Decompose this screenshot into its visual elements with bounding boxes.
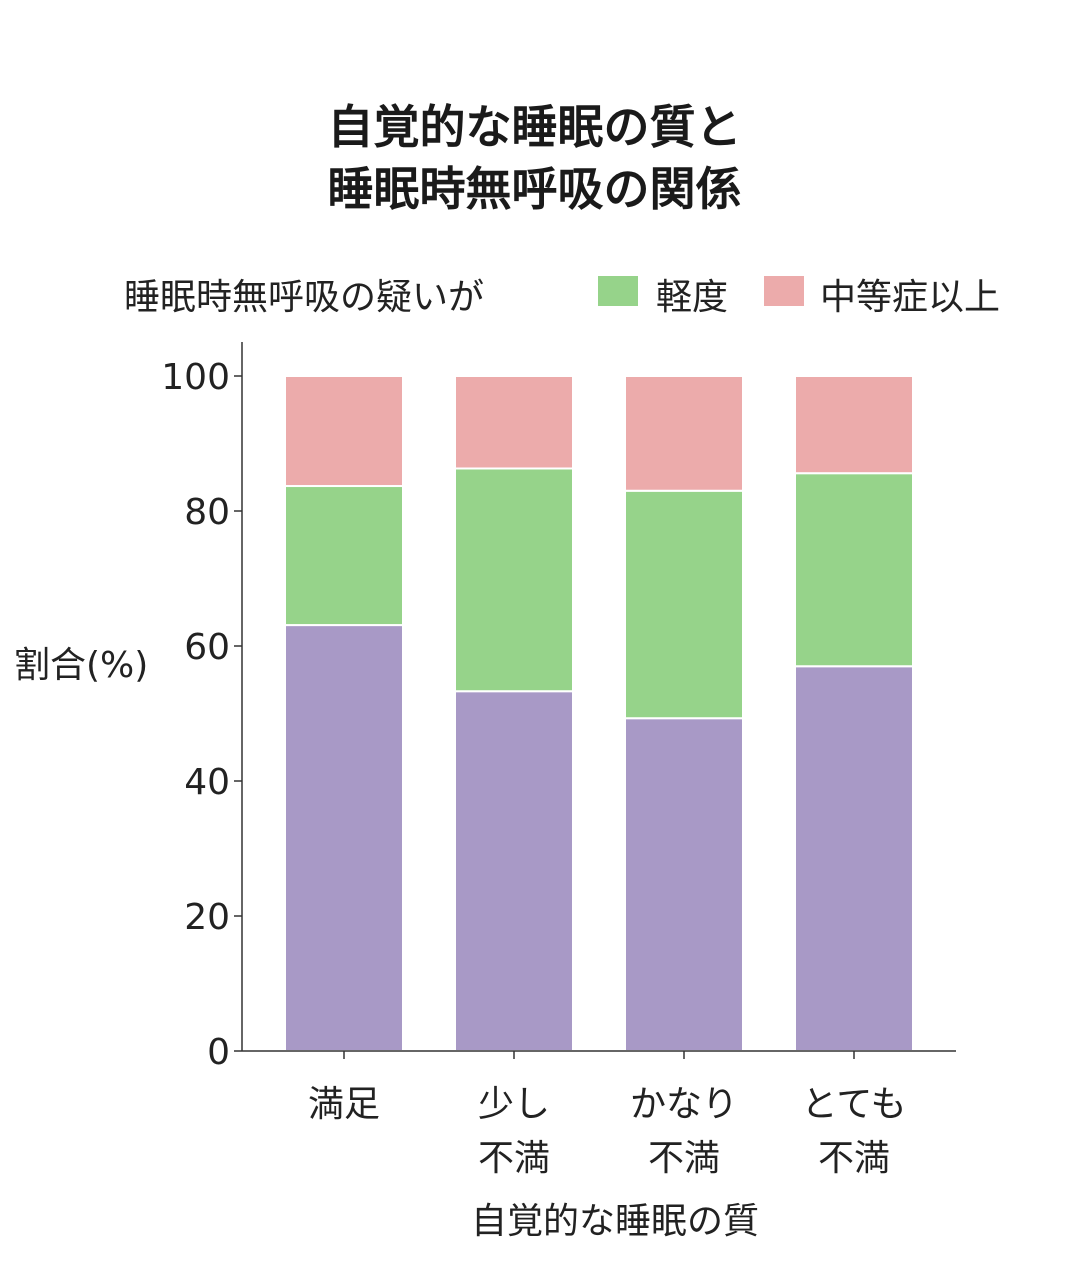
bar-segment-1-2 (454, 375, 574, 470)
x-tick-label-3-1: 不満 (818, 1138, 890, 1179)
bar-segment-0-2 (284, 375, 404, 488)
bar-segment-3-1 (794, 472, 914, 668)
bar-segment-0-1 (284, 485, 404, 627)
y-tick-label-2: 40 (184, 762, 230, 803)
legend-label-moderate-severe: 中等症以上 (820, 277, 1001, 318)
bar-segment-2-2 (624, 375, 744, 492)
legend-label-mild: 軽度 (656, 277, 729, 318)
y-tick-label-5: 100 (161, 357, 230, 398)
y-axis-label: 割合(%) (14, 645, 149, 686)
x-tick-label-3-0: とても (801, 1084, 906, 1125)
bar-segment-2-0 (624, 717, 744, 1052)
legend-title: 睡眠時無呼吸の疑いが (124, 277, 485, 318)
x-tick-label-2-0: かなり (630, 1084, 738, 1125)
x-tick-label-1-1: 不満 (478, 1138, 550, 1179)
chart-title: 自覚的な睡眠の質と 睡眠時無呼吸の関係 (0, 96, 1069, 220)
x-tick-label-1-0: 少し (478, 1084, 550, 1125)
y-tick-label-4: 80 (184, 492, 230, 533)
x-axis-label: 自覚的な睡眠の質 (470, 1201, 759, 1242)
y-tick-label-3: 60 (184, 627, 230, 668)
y-tick-label-1: 20 (184, 897, 230, 938)
legend-swatch-moderate-severe (764, 276, 804, 306)
bar-segment-2-1 (624, 489, 744, 720)
bar-segment-1-1 (454, 467, 574, 693)
x-tick-label-0-0: 満足 (308, 1084, 380, 1125)
bar-segment-3-0 (794, 665, 914, 1052)
legend: 睡眠時無呼吸の疑いが 軽度 中等症以上 (0, 264, 1069, 320)
chart-title-line-1: 自覚的な睡眠の質と (327, 100, 742, 154)
bar-segment-0-0 (284, 624, 404, 1052)
y-tick-label-0: 0 (207, 1032, 230, 1073)
bar-segment-1-0 (454, 690, 574, 1052)
bar-segment-3-2 (794, 375, 914, 475)
x-tick-label-2-1: 不満 (648, 1138, 720, 1179)
legend-swatch-mild (598, 276, 638, 306)
chart-title-line-2: 睡眠時無呼吸の関係 (327, 162, 742, 216)
